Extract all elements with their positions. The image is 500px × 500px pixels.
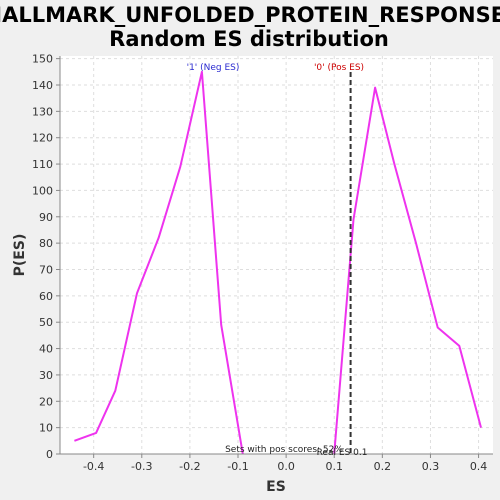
x-tick-label: -0.1 [227,460,248,473]
y-tick-label: 50 [39,316,53,329]
x-tick-label: -0.3 [131,460,152,473]
neg-es-label: '1' (Neg ES) [187,63,240,73]
y-tick-label: 150 [32,53,53,66]
grid [60,56,493,455]
y-tick-label: 90 [39,211,53,224]
plot-area [60,56,493,454]
y-tick-label: 60 [39,290,53,303]
pos-es-label: '0' (Pos ES) [314,63,364,73]
chart-title-line1: HALLMARK_UNFOLDED_PROTEIN_RESPONSE: [0,3,500,27]
pos-scores-footnote: Sets with pos scores: 52% [225,445,343,455]
x-tick-label: 0.3 [422,460,440,473]
chart-title-line2: Random ES distribution [109,27,389,51]
y-axis-title: P(ES) [12,234,28,277]
y-tick-label: 110 [32,158,53,171]
x-tick-label: -0.2 [179,460,200,473]
x-axis-title: ES [266,479,286,495]
y-tick-label: 40 [39,343,53,356]
series-line-2 [333,86,482,455]
x-tick-label: 0.0 [277,460,295,473]
y-tick-label: 140 [32,79,53,92]
y-tick-label: 120 [32,132,53,145]
y-tick-label: 20 [39,395,53,408]
series-lines [74,70,482,455]
x-tick-label: -0.4 [83,460,104,473]
real-es-label: Real ES 0.1 [317,448,368,458]
y-tick-label: 0 [46,448,53,461]
x-tick-label: 0.1 [325,460,343,473]
series-line-1 [74,70,244,455]
y-tick-label: 10 [39,422,53,435]
y-tick-label: 100 [32,184,53,197]
y-axis: 0 10 20 30 40 50 60 70 80 90 100 110 120 130 140 150 [32,53,61,461]
y-tick-label: 30 [39,369,53,382]
y-tick-label: 80 [39,237,53,250]
x-tick-label: 0.2 [374,460,392,473]
y-tick-label: 130 [32,105,53,118]
x-tick-label: 0.4 [470,460,488,473]
x-axis: -0.4 -0.3 -0.2 -0.1 0.0 0.1 0.2 0.3 0.4 [60,453,493,473]
y-tick-label: 70 [39,263,53,276]
